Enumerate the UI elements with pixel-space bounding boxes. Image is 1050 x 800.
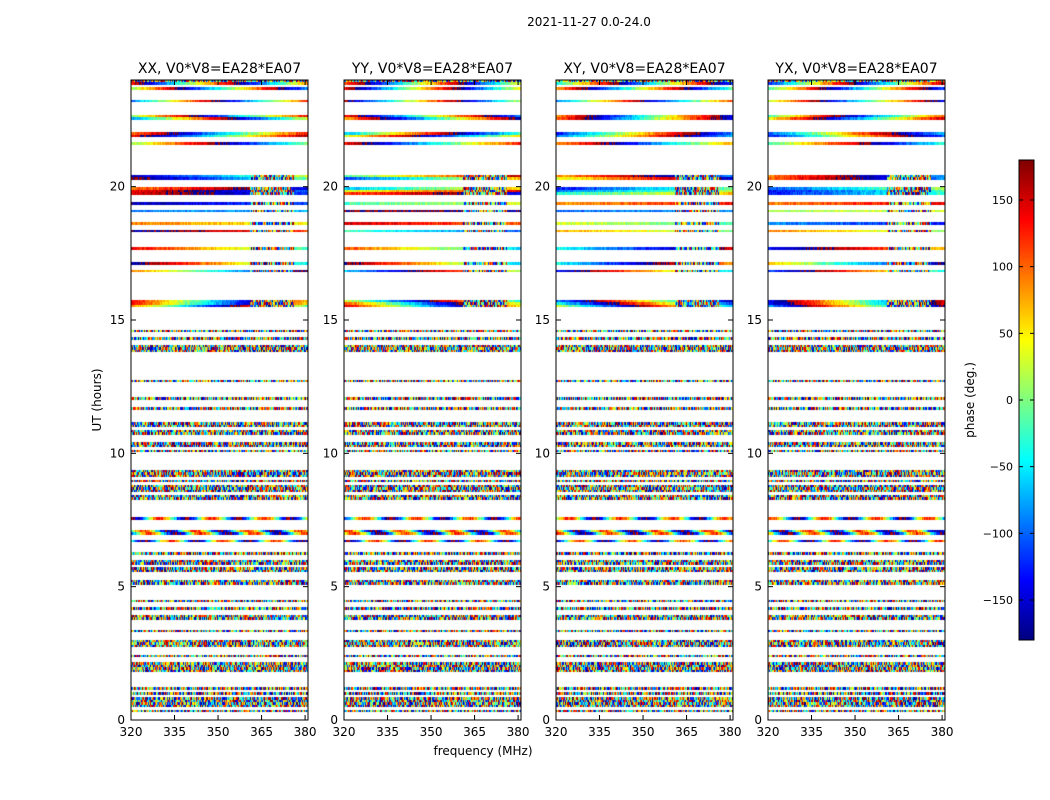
y-tick-label: 20 (110, 180, 125, 194)
y-tick-label: 0 (330, 713, 338, 727)
y-tick-label: 10 (323, 446, 338, 460)
y-axis-label: UT (hours) (90, 368, 104, 431)
colorbar-tick-label: −50 (990, 461, 1013, 474)
panel-2: XY, V0*V8=EA28*EA07 320 335 350 365 380 0 5 10 15… (535, 61, 742, 739)
y-tick-label: 5 (330, 580, 338, 594)
x-tick-label: 380 (931, 725, 954, 739)
x-tick-label: 365 (250, 725, 273, 739)
panel-title: XX, V0*V8=EA28*EA07 (138, 61, 301, 77)
x-tick-label: 365 (887, 725, 910, 739)
y-tick-label: 15 (110, 313, 125, 327)
colorbar-tick-label: 50 (999, 327, 1013, 340)
panel-frame (555, 79, 734, 721)
x-tick-label: 380 (294, 725, 317, 739)
x-tick-label: 335 (800, 725, 823, 739)
y-tick-label: 5 (754, 580, 762, 594)
phase-heatmap (344, 80, 521, 720)
panels-group: XX, V0*V8=EA28*EA07 320 335 350 365 380 0 5 10 15… (110, 61, 954, 739)
y-tick-label: 20 (535, 180, 550, 194)
x-tick-label: 350 (207, 725, 230, 739)
panel-frame (767, 79, 946, 721)
x-tick-label: 320 (333, 725, 356, 739)
panel-title: YX, V0*V8=EA28*EA07 (774, 61, 937, 77)
figure-title: 2021-11-27 0.0-24.0 (527, 15, 651, 29)
phase-heatmap (131, 80, 308, 720)
colorbar-tick-label: −100 (983, 527, 1013, 540)
colorbar-label: phase (deg.) (963, 362, 977, 438)
y-tick-label: 10 (535, 446, 550, 460)
colorbar-ticks: −150 −100 −50 0 50 100 150 (983, 194, 1034, 607)
panel-0: XX, V0*V8=EA28*EA07 320 335 350 365 380 0 5 10 15… (110, 61, 317, 739)
y-tick-label: 10 (747, 446, 762, 460)
x-tick-label: 380 (507, 725, 530, 739)
x-tick-label: 365 (675, 725, 698, 739)
colorbar: −150 −100 −50 0 50 100 150 phase (deg.) (963, 159, 1035, 641)
y-tick-label: 20 (323, 180, 338, 194)
panel-title: YY, V0*V8=EA28*EA07 (351, 61, 513, 77)
colorbar-tick-label: 150 (992, 194, 1013, 207)
y-tick-label: 15 (535, 313, 550, 327)
phase-heatmap (556, 80, 733, 720)
x-tick-label: 335 (376, 725, 399, 739)
x-axis-label: frequency (MHz) (433, 744, 532, 758)
x-tick-label: 380 (719, 725, 742, 739)
panel-frame (130, 79, 309, 721)
panel-3: YX, V0*V8=EA28*EA07 320 335 350 365 380 0 5 10 15… (747, 61, 954, 739)
x-tick-label: 350 (844, 725, 867, 739)
x-tick-label: 320 (545, 725, 568, 739)
colorbar-tick-label: 0 (1006, 394, 1013, 407)
x-tick-label: 350 (420, 725, 443, 739)
y-tick-label: 15 (747, 313, 762, 327)
y-tick-label: 15 (323, 313, 338, 327)
panel-frame (343, 79, 522, 721)
colorbar-tick-label: 100 (992, 261, 1013, 274)
panel-title: XY, V0*V8=EA28*EA07 (563, 61, 725, 77)
x-tick-label: 365 (463, 725, 486, 739)
phase-heatmap (768, 80, 945, 720)
y-tick-label: 20 (747, 180, 762, 194)
y-tick-label: 0 (754, 713, 762, 727)
x-tick-label: 335 (163, 725, 186, 739)
y-tick-label: 0 (542, 713, 550, 727)
x-tick-label: 350 (632, 725, 655, 739)
y-tick-label: 10 (110, 446, 125, 460)
x-tick-label: 320 (120, 725, 143, 739)
y-tick-label: 5 (117, 580, 125, 594)
y-tick-label: 0 (117, 713, 125, 727)
x-tick-label: 335 (588, 725, 611, 739)
x-tick-label: 320 (757, 725, 780, 739)
colorbar-tick-label: −150 (983, 594, 1013, 607)
y-tick-label: 5 (542, 580, 550, 594)
panel-1: YY, V0*V8=EA28*EA07 320 335 350 365 380 0 5 10 15… (323, 61, 530, 739)
